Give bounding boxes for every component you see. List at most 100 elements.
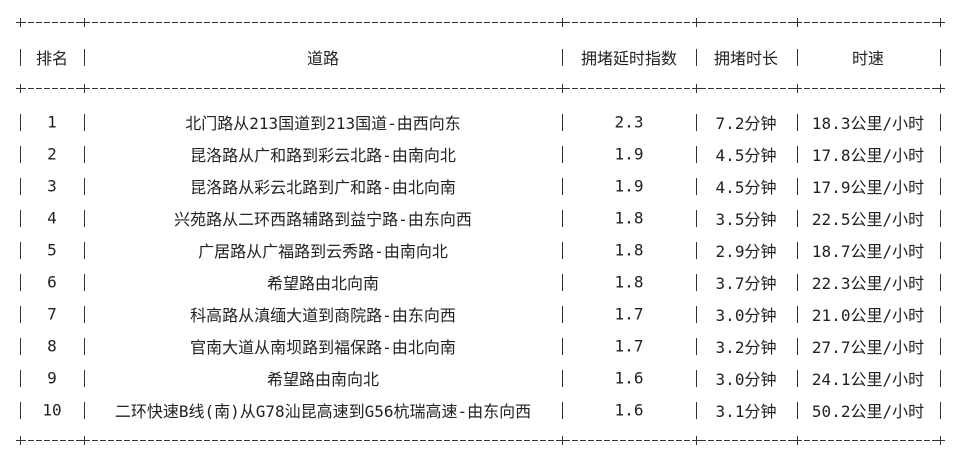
table-row-cell: 昆洛路从广和路到彩云北路-由南向北 (190, 146, 456, 165)
border-corner (936, 84, 945, 93)
table-row-cell: 1.8 (614, 272, 644, 292)
table-row-cell: 1.6 (614, 368, 644, 388)
table-row-cell: 3.0分钟 (715, 370, 777, 389)
border-corner (558, 18, 567, 27)
column-separator (562, 242, 563, 259)
border-corner (80, 18, 89, 27)
border-corner (16, 84, 25, 93)
table-row-cell: 1.9 (614, 144, 644, 164)
table-row-cell: 1.7 (614, 336, 644, 356)
table-row-cell: 1.8 (614, 240, 644, 260)
border-corner (80, 84, 89, 93)
table-row-cell: 1.9 (614, 176, 644, 196)
column-separator (797, 146, 798, 163)
border-corner (692, 84, 701, 93)
table-row-cell: 3 (47, 176, 57, 196)
column-separator (20, 210, 21, 227)
table-row-cell: 17.8公里/小时 (811, 146, 925, 165)
column-separator (696, 370, 697, 387)
column-separator (940, 242, 941, 259)
column-separator (940, 306, 941, 323)
column-separator (20, 338, 21, 355)
table-row-cell: 昆洛路从彩云北路到广和路-由北向南 (190, 178, 456, 197)
column-separator (84, 242, 85, 259)
header-cell: 道路 (306, 49, 340, 68)
table-row-cell: 3.5分钟 (715, 210, 777, 229)
column-separator (20, 49, 21, 66)
table-row-cell: 广居路从广福路到云秀路-由南向北 (198, 242, 448, 261)
column-separator (20, 146, 21, 163)
border-corner (793, 18, 802, 27)
column-separator (562, 114, 563, 131)
border-corner (793, 84, 802, 93)
border-corner (692, 436, 701, 445)
table-row-cell: 1.8 (614, 208, 644, 228)
table-row-cell: 1 (47, 112, 57, 132)
table-row-cell: 9 (47, 368, 57, 388)
table-row-cell: 22.3公里/小时 (811, 274, 925, 293)
column-separator (84, 370, 85, 387)
column-separator (797, 338, 798, 355)
column-separator (696, 210, 697, 227)
table-row-cell: 5 (47, 240, 57, 260)
table-row-cell: 24.1公里/小时 (811, 370, 925, 389)
column-separator (696, 242, 697, 259)
column-separator (696, 338, 697, 355)
column-separator (696, 402, 697, 419)
border-corner (936, 18, 945, 27)
column-separator (20, 114, 21, 131)
table-row-cell: 二环快速B线(南)从G78汕昆高速到G56杭瑞高速-由东向西 (114, 402, 532, 421)
column-separator (562, 178, 563, 195)
table-row-cell: 4.5分钟 (715, 146, 777, 165)
table-row-cell: 1.6 (614, 400, 644, 420)
column-separator (562, 49, 563, 66)
header-cell: 时速 (851, 49, 885, 68)
border-corner (793, 436, 802, 445)
table-row-cell: 北门路从213国道到213国道-由西向东 (185, 114, 461, 133)
table-row-cell: 8 (47, 336, 57, 356)
border-corner (936, 436, 945, 445)
table-row-cell: 10 (42, 400, 62, 420)
column-separator (940, 338, 941, 355)
table-row-cell: 7 (47, 304, 57, 324)
column-separator (940, 49, 941, 66)
column-separator (797, 49, 798, 66)
table-row-cell: 17.9公里/小时 (811, 178, 925, 197)
table-row-cell: 兴苑路从二环西路辅路到益宁路-由东向西 (174, 210, 472, 229)
table-row-cell: 18.3公里/小时 (811, 114, 925, 133)
column-separator (696, 146, 697, 163)
column-separator (797, 402, 798, 419)
column-separator (797, 178, 798, 195)
column-separator (20, 370, 21, 387)
column-separator (696, 114, 697, 131)
table-row-cell: 3.0分钟 (715, 306, 777, 325)
table-border-line (20, 440, 940, 441)
column-separator (84, 338, 85, 355)
column-separator (562, 306, 563, 323)
column-separator (84, 146, 85, 163)
border-corner (692, 18, 701, 27)
table-row-cell: 1.7 (614, 304, 644, 324)
table-row-cell: 科高路从滇缅大道到商院路-由东向西 (190, 306, 456, 325)
column-separator (20, 306, 21, 323)
table-row-cell: 希望路由南向北 (266, 370, 380, 389)
table-row-cell: 官南大道从南坝路到福保路-由北向南 (190, 338, 456, 357)
column-separator (562, 210, 563, 227)
column-separator (940, 370, 941, 387)
table-row-cell: 希望路由北向南 (266, 274, 380, 293)
column-separator (797, 274, 798, 291)
column-separator (84, 210, 85, 227)
column-separator (940, 210, 941, 227)
column-separator (797, 306, 798, 323)
column-separator (562, 146, 563, 163)
header-cell: 排名 (35, 49, 69, 68)
table-row-cell: 4.5分钟 (715, 178, 777, 197)
table-border-line (20, 88, 940, 89)
table-row-cell: 22.5公里/小时 (811, 210, 925, 229)
column-separator (562, 338, 563, 355)
table-row-cell: 3.2分钟 (715, 338, 777, 357)
column-separator (84, 114, 85, 131)
column-separator (696, 306, 697, 323)
column-separator (20, 402, 21, 419)
